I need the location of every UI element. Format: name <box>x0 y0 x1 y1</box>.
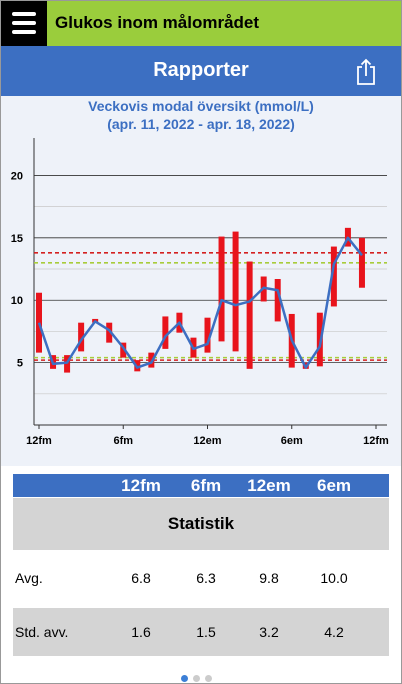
x-tick-label: 12em <box>193 435 221 447</box>
column-header: 6fm <box>190 476 222 495</box>
column-header: 6em <box>316 476 352 495</box>
table-row: Std. avv. 1.6 1.5 3.2 4.2 <box>13 608 389 656</box>
range-bar <box>204 317 211 353</box>
y-tick-label: 10 <box>11 295 23 307</box>
page-indicator[interactable] <box>181 669 217 683</box>
range-bar <box>218 236 225 342</box>
column-header: 12em <box>247 476 291 495</box>
table-row: Avg. 6.8 6.3 9.8 10.0 <box>13 554 389 602</box>
chart: Veckovis modal översikt (mmol/L) (apr. 1… <box>11 98 389 447</box>
range-bar <box>274 279 281 322</box>
range-bar <box>106 322 113 343</box>
nav-title: Rapporter <box>153 59 249 81</box>
x-tick-label: 6fm <box>113 435 133 447</box>
y-tick-label: 5 <box>17 358 23 370</box>
cell-value: 10.0 <box>320 570 348 586</box>
cell-value: 1.6 <box>131 624 151 640</box>
range-bar <box>162 316 169 349</box>
range-bar <box>358 237 365 288</box>
row-label: Avg. <box>15 570 43 586</box>
y-tick-label: 15 <box>11 233 23 245</box>
chart-title: Veckovis modal översikt (mmol/L) <box>88 98 314 114</box>
header-bar: Glukos inom målområdet <box>1 1 401 46</box>
header-title: Glukos inom målområdet <box>55 13 260 32</box>
cell-value: 1.5 <box>196 624 216 640</box>
chart-panel: Veckovis modal översikt (mmol/L) (apr. 1… <box>1 96 401 466</box>
row-label: Std. avv. <box>15 624 69 640</box>
x-tick-label: 12fm <box>26 435 52 447</box>
range-bar <box>330 246 337 307</box>
plot-area <box>34 138 387 425</box>
x-tick-label: 12fm <box>363 435 389 447</box>
chart-subtitle: (apr. 11, 2022 - apr. 18, 2022) <box>107 116 295 132</box>
y-tick-label: 20 <box>11 170 23 182</box>
nav-bar: Rapporter <box>1 46 401 96</box>
range-bar <box>120 342 127 358</box>
table-section: Statistik <box>13 498 389 550</box>
range-bar <box>78 322 85 352</box>
table-header: 12fm 6fm 12em 6em <box>13 474 389 497</box>
range-bar <box>232 231 239 352</box>
cell-value: 6.3 <box>196 570 216 586</box>
cell-value: 3.2 <box>259 624 279 640</box>
median-line <box>37 236 363 369</box>
cell-value: 6.8 <box>131 570 151 586</box>
cell-value: 9.8 <box>259 570 279 586</box>
menu-button[interactable] <box>1 1 47 46</box>
column-header: 12fm <box>121 476 161 495</box>
cell-value: 4.2 <box>324 624 344 640</box>
x-tick-label: 6em <box>281 435 303 447</box>
range-bar <box>246 261 253 369</box>
